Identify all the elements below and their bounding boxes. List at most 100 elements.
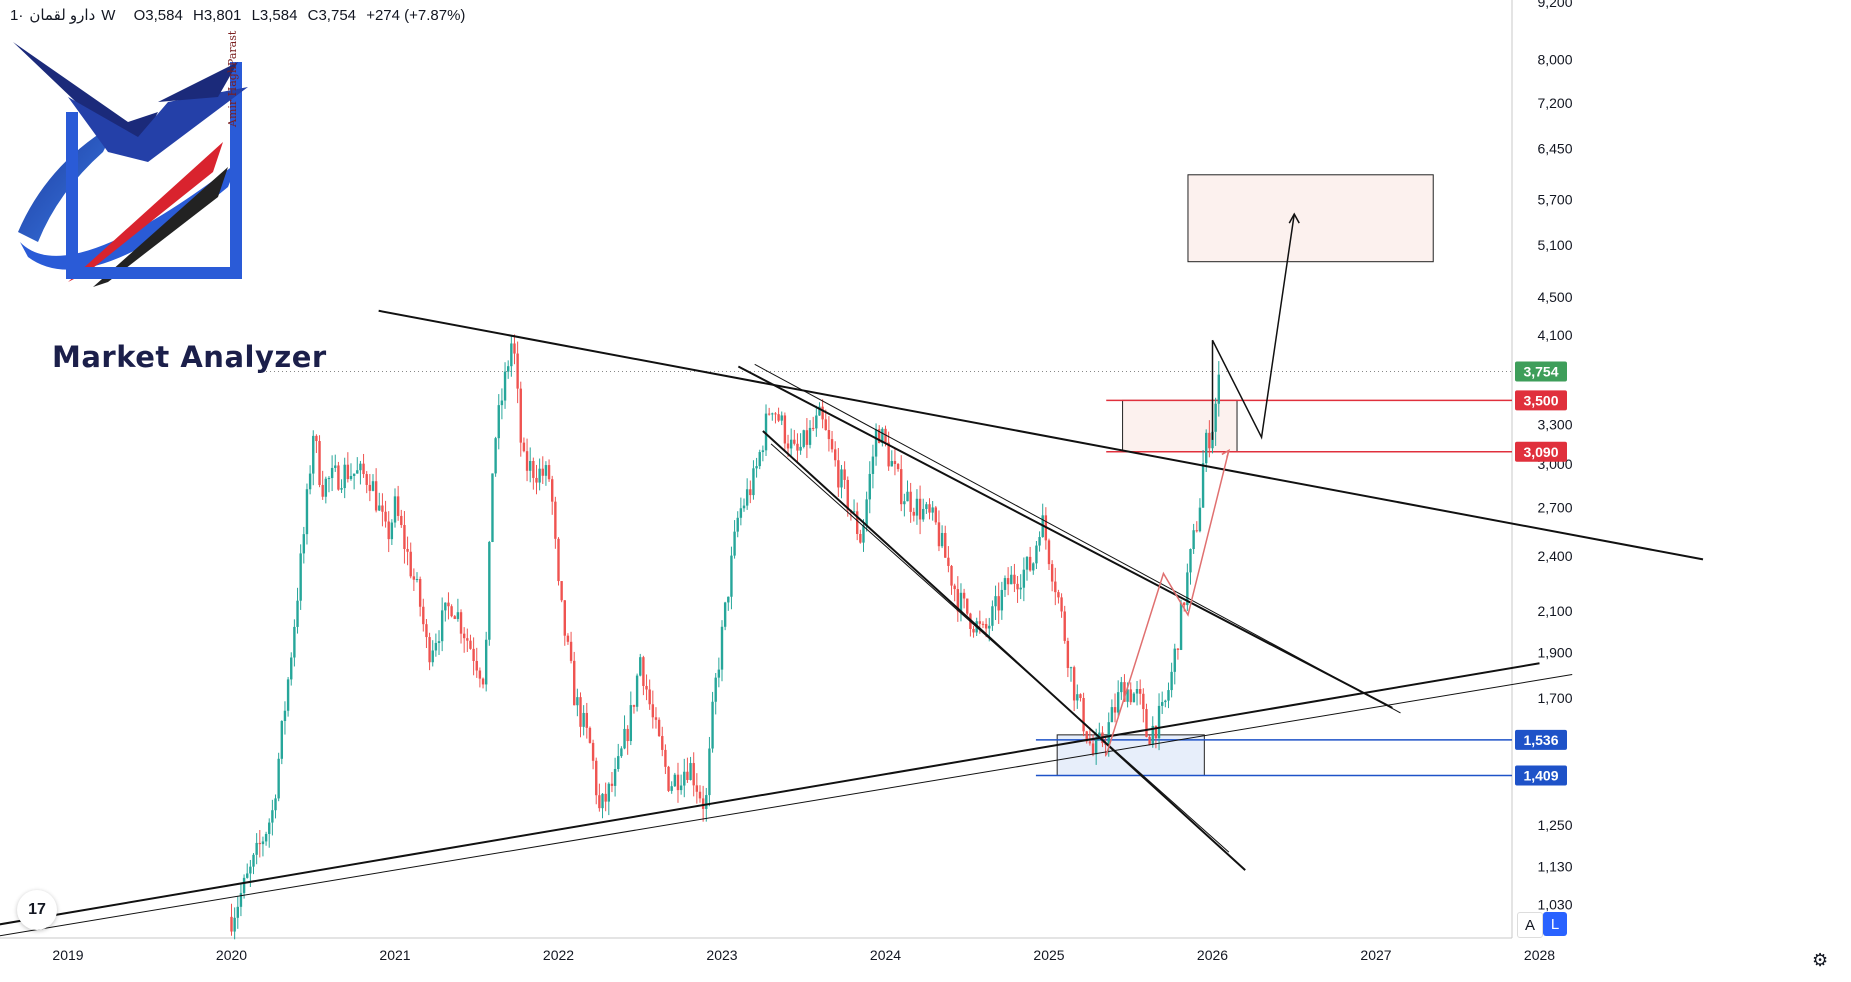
channel-lower (762, 430, 1246, 871)
candle-body (808, 427, 812, 445)
candle-body (1170, 671, 1173, 691)
candle-body (903, 501, 906, 505)
candle-body (749, 489, 752, 496)
candle-body (579, 697, 582, 727)
candle-body (346, 464, 350, 480)
candle-body (406, 548, 409, 552)
y-tick-label: 5,700 (1537, 191, 1572, 207)
candle-body (673, 774, 677, 787)
candle-body (1091, 743, 1095, 755)
candle-body (780, 415, 783, 421)
candle-body (494, 438, 497, 474)
candle-body (444, 602, 447, 611)
candle-body (453, 616, 456, 619)
candle-body (274, 798, 277, 811)
candle-body (610, 783, 614, 786)
candle-body (635, 675, 639, 707)
settings-gear-icon[interactable]: ⚙ (1812, 950, 1829, 970)
candle-body (767, 413, 771, 415)
candle-body (425, 624, 428, 638)
candle-body (843, 469, 846, 480)
candle-body (459, 612, 463, 634)
candle-body (1198, 507, 1202, 532)
candle-body (739, 508, 743, 518)
candle-body (953, 585, 956, 590)
candle-body (261, 841, 265, 845)
candle-body (252, 854, 255, 867)
x-tick-label: 2027 (1360, 947, 1391, 963)
lower-support (0, 662, 1540, 926)
candle-body (950, 565, 953, 586)
candle-body (1126, 689, 1129, 702)
symbol-name[interactable]: دارو لقمان (29, 7, 96, 24)
logo-title: Market Analyzer (52, 340, 327, 374)
candle-body (988, 625, 991, 629)
candle-body (1123, 682, 1126, 702)
candle-body (667, 766, 670, 791)
candle-body (582, 712, 585, 727)
candle-body (1003, 578, 1007, 590)
candle-body (506, 366, 510, 372)
tradingview-icon: 17 (28, 901, 46, 918)
candle-body (384, 511, 387, 522)
candle-body (1088, 741, 1092, 744)
candle-body (541, 468, 544, 476)
candle-body (648, 689, 651, 705)
candle-body (513, 343, 516, 354)
auto-scale-button[interactable]: A (1517, 912, 1543, 938)
x-tick-label: 2023 (706, 947, 737, 963)
candle-body (280, 721, 284, 759)
candle-body (365, 474, 368, 485)
level-badge (1515, 441, 1567, 462)
candle-body (312, 435, 315, 474)
candle-body (862, 525, 865, 543)
candle-body (462, 633, 466, 639)
candle-body (488, 541, 491, 640)
candle-body (742, 505, 746, 509)
x-tick-label: 2019 (52, 947, 83, 963)
candle-body (922, 508, 925, 520)
candle-body (321, 484, 324, 497)
x-tick-label: 2028 (1524, 947, 1555, 963)
x-tick-label: 2021 (379, 947, 410, 963)
logo-signature: Amir HaghParast (226, 30, 239, 127)
candle-body (349, 475, 353, 480)
candle-body (1107, 722, 1110, 745)
candle-body (268, 822, 271, 834)
candle-body (1138, 689, 1142, 694)
candle-body (573, 660, 576, 706)
candle-body (764, 413, 768, 451)
candle-body (727, 596, 730, 603)
candle-body (783, 415, 787, 444)
log-scale-button[interactable]: L (1543, 912, 1567, 936)
candle-body (1164, 700, 1167, 703)
candle-body (387, 521, 390, 540)
candle-body (717, 669, 721, 678)
candle-body (1094, 738, 1098, 755)
candle-body (934, 507, 938, 523)
candle-body (1072, 667, 1076, 701)
ohlc-change: +274 (+7.87%) (366, 7, 466, 24)
candle-body (695, 785, 699, 792)
candle-body (308, 473, 312, 490)
tradingview-logo-button[interactable]: 17 (17, 890, 57, 930)
candle-body (478, 670, 482, 679)
y-tick-label: 3,300 (1537, 417, 1572, 433)
candle-body (884, 428, 887, 443)
candle-body (481, 678, 485, 685)
candle-body (793, 439, 796, 444)
candle-body (532, 461, 535, 478)
interval-label[interactable]: 1W (10, 7, 116, 24)
candle-body (340, 488, 343, 490)
ohlc-close: C3,754 (307, 7, 357, 24)
candle-body (705, 795, 708, 809)
candle-body (1028, 556, 1032, 571)
candle-body (522, 442, 526, 452)
level-badge (1515, 390, 1567, 411)
candle-body (290, 657, 293, 680)
candle-body (1183, 602, 1186, 606)
candle-body (258, 842, 261, 845)
x-tick-label: 2025 (1033, 947, 1064, 963)
market-analyzer-logo: Amir HaghParast (8, 31, 308, 382)
